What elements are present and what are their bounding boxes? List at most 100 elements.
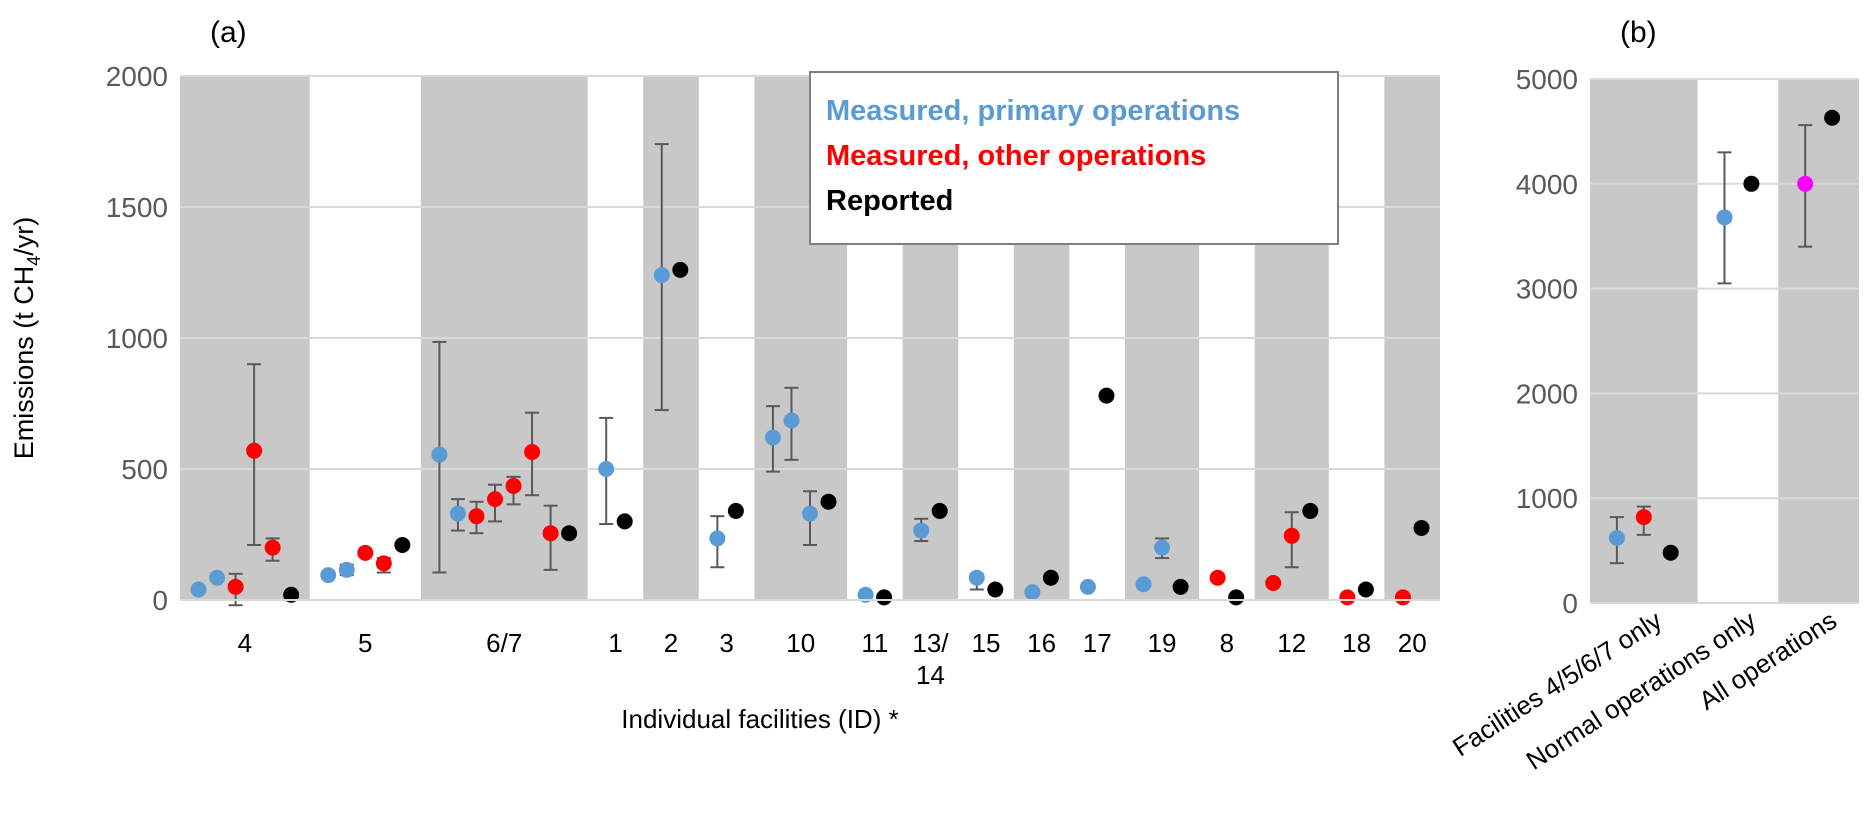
x-tick-label: 13/ (912, 628, 949, 658)
y-tick-label: 5000 (1516, 64, 1578, 95)
y-tick-label: 2000 (106, 61, 168, 92)
data-point-primary (1716, 209, 1733, 226)
data-point-primary (209, 569, 226, 586)
data-point-reported (1098, 387, 1115, 404)
x-tick-label: 12 (1277, 628, 1306, 658)
data-point-primary (857, 586, 874, 603)
data-point-primary (190, 581, 207, 598)
data-point-reported (1357, 581, 1374, 598)
data-point-primary (653, 267, 670, 284)
data-point-primary (1079, 578, 1096, 595)
data-point-reported (1662, 544, 1679, 561)
data-point-other (1635, 509, 1652, 526)
data-point-other (542, 525, 559, 542)
panel-a-label: (a) (210, 16, 247, 49)
legend: Measured, primary operations Measured, o… (809, 71, 1339, 245)
data-point-primary (449, 505, 466, 522)
data-point-other (1209, 569, 1226, 586)
x-tick-label: 2 (664, 628, 678, 658)
x-tick-label: 5 (358, 628, 372, 658)
y-tick-label: 3000 (1516, 274, 1578, 305)
x-tick-label: 16 (1027, 628, 1056, 658)
data-point-other (357, 544, 374, 561)
data-point-other (227, 578, 244, 595)
data-point-reported (616, 513, 633, 530)
data-point-reported (987, 581, 1004, 598)
x-tick-label: 11 (861, 628, 888, 658)
data-point-reported (1172, 578, 1189, 595)
data-point-primary (338, 561, 355, 578)
data-point-primary (1608, 530, 1625, 547)
x-tick-label: 18 (1342, 628, 1371, 658)
data-point-primary (764, 429, 781, 446)
y-tick-label: 2000 (1516, 378, 1578, 409)
legend-reported: Reported (826, 185, 953, 217)
x-tick-label: 4 (238, 628, 252, 658)
data-point-primary (913, 522, 930, 539)
data-point-reported (876, 589, 893, 606)
x-tick-label: 17 (1083, 628, 1112, 658)
y-tick-label: 1000 (1516, 483, 1578, 514)
data-point-primary (598, 461, 615, 477)
y-tick-label: 0 (1562, 588, 1578, 619)
y-tick-label: 500 (121, 454, 168, 485)
data-point-all (1797, 175, 1814, 192)
x-tick-label: 14 (916, 660, 945, 690)
y-tick-label: 4000 (1516, 169, 1578, 200)
x-tick-label: 10 (786, 628, 815, 658)
data-point-other (487, 491, 503, 508)
x-tick-label: 1 (608, 628, 622, 658)
x-tick-label: All operations (1693, 605, 1841, 716)
category-band (1778, 79, 1859, 603)
legend-box (809, 71, 1339, 245)
data-point-primary (431, 446, 448, 463)
data-point-other (246, 442, 263, 459)
data-point-primary (802, 505, 818, 522)
data-point-primary (709, 530, 726, 547)
x-tick-label: 20 (1398, 628, 1427, 658)
x-tick-label: 19 (1148, 628, 1177, 658)
x-tick-label: 8 (1220, 628, 1234, 658)
legend-other: Measured, other operations (826, 140, 1206, 172)
data-point-other (1394, 589, 1411, 606)
data-point-other (264, 539, 281, 556)
data-point-primary (1154, 539, 1171, 556)
data-point-other (468, 508, 485, 525)
y-tick-label: 1500 (106, 192, 168, 223)
data-point-primary (320, 567, 337, 584)
data-point-primary (1135, 576, 1152, 593)
x-tick-label: 15 (972, 628, 1001, 658)
data-point-other (524, 443, 541, 460)
data-point-reported (820, 493, 837, 510)
data-point-reported (1824, 109, 1841, 126)
data-point-reported (727, 502, 744, 519)
data-point-primary (1024, 584, 1041, 601)
data-point-other (375, 555, 392, 572)
data-point-reported (672, 261, 689, 278)
y-tick-label: 0 (152, 585, 168, 616)
y-tick-label: 1000 (106, 323, 168, 354)
data-point-other (1339, 589, 1356, 606)
x-axis-title: Individual facilities (ID) * (621, 704, 898, 734)
data-point-primary (968, 569, 985, 586)
data-point-reported (1042, 569, 1059, 586)
data-point-reported (283, 586, 300, 603)
data-point-reported (1413, 519, 1430, 536)
y-axis-title: Emissions (t CH4/yr) (9, 217, 44, 460)
data-point-reported (561, 525, 578, 542)
panel-b-label: (b) (1620, 16, 1657, 49)
data-point-reported (394, 536, 411, 553)
data-point-other (1265, 574, 1282, 591)
data-point-other (1283, 527, 1300, 544)
data-point-primary (783, 412, 800, 429)
data-point-reported (1302, 502, 1319, 519)
data-point-reported (1228, 589, 1245, 606)
data-point-other (505, 478, 522, 495)
x-tick-label: 3 (719, 628, 733, 658)
legend-primary: Measured, primary operations (826, 95, 1240, 127)
data-point-reported (931, 502, 948, 519)
data-point-reported (1743, 175, 1760, 192)
x-tick-label: 6/7 (486, 628, 522, 658)
